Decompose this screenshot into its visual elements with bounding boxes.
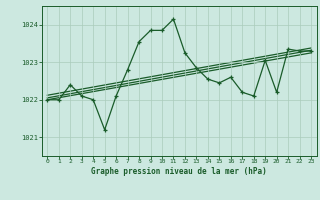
X-axis label: Graphe pression niveau de la mer (hPa): Graphe pression niveau de la mer (hPa) [91,167,267,176]
